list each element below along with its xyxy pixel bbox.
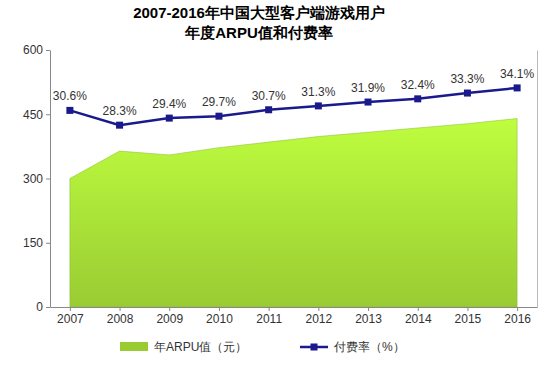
y-tick: 450 — [23, 108, 50, 122]
x-tick-label: 2015 — [455, 312, 482, 326]
y-tick-label: 150 — [23, 236, 43, 250]
y-axis: 0 150 300 450 600 — [23, 43, 51, 314]
marks — [66, 84, 520, 307]
y-tick-label: 300 — [23, 172, 43, 186]
marker — [514, 84, 521, 91]
x-tick: 2013 — [355, 307, 382, 326]
y-tick-label: 0 — [36, 300, 43, 314]
title-line: 年度ARPU值和付费率 — [184, 24, 333, 41]
x-tick-mark — [318, 307, 319, 311]
x-tick-mark — [368, 307, 369, 311]
y-axis-line — [50, 51, 51, 308]
data-label: 31.9% — [351, 81, 385, 95]
x-tick: 2010 — [206, 307, 233, 326]
marker — [215, 113, 222, 120]
data-label: 29.7% — [202, 95, 236, 109]
y2-axis — [537, 51, 538, 308]
x-tick: 2012 — [305, 307, 332, 326]
x-tick: 2015 — [455, 307, 482, 326]
x-tick-label: 2013 — [355, 312, 382, 326]
x-tick-label: 2009 — [156, 312, 183, 326]
y-tick-mark — [46, 179, 50, 180]
x-tick-label: 2010 — [206, 312, 233, 326]
legend-item: 付费率（%） — [300, 340, 405, 354]
marker — [66, 107, 73, 114]
x-tick-label: 2016 — [504, 312, 531, 326]
y-tick-mark — [46, 50, 50, 51]
x-tick: 2011 — [256, 307, 282, 326]
x-tick-mark — [467, 307, 468, 311]
area — [70, 119, 517, 307]
plot: 0 150 300 450 600 30.6% 28.3% 29.4% 29.7% 30.7% 31… — [23, 43, 538, 325]
x-tick-mark — [169, 307, 170, 311]
legend-item: 年ARPU值（元） — [120, 340, 247, 354]
data-label: 30.6% — [53, 89, 87, 103]
x-axis-line — [51, 307, 538, 308]
data-labels: 30.6% 28.3% 29.4% 29.7% 30.7% 31.3% 31.9% 32.4%… — [53, 67, 535, 118]
x-tick-label: 2012 — [305, 312, 332, 326]
y-tick: 150 — [23, 236, 50, 250]
data-label: 34.1% — [500, 67, 534, 81]
x-tick-mark — [219, 307, 220, 311]
x-tick-mark — [70, 307, 71, 311]
x-tick-mark — [517, 307, 518, 311]
marker — [265, 106, 272, 113]
y-tick: 600 — [23, 43, 50, 57]
marker — [365, 99, 372, 106]
x-tick-label: 2007 — [57, 312, 84, 326]
x-tick-mark — [418, 307, 419, 311]
title: 2007-2016年中国大型客户端游戏用户年度ARPU值和付费率 — [133, 4, 385, 41]
y-tick: 0 — [36, 300, 50, 314]
x-tick: 2009 — [156, 307, 183, 326]
x-axis: 2007 2008 2009 2010 2011 2012 2013 2014 2015 2016 — [51, 307, 538, 326]
data-label: 30.7% — [252, 89, 286, 103]
y-tick-label: 600 — [23, 43, 43, 57]
chart: 2007-2016年中国大型客户端游戏用户年度ARPU值和付费率 0 150 300 4… — [0, 0, 558, 366]
x-tick-label: 2011 — [256, 312, 282, 326]
data-label: 29.4% — [152, 97, 186, 111]
data-label: 32.4% — [401, 78, 435, 92]
x-tick: 2008 — [107, 307, 134, 326]
legend-swatch — [120, 342, 148, 351]
line — [70, 88, 517, 125]
legend-marker — [311, 344, 318, 351]
y2-axis-line — [537, 51, 538, 308]
marker — [116, 122, 123, 129]
x-tick: 2007 — [57, 307, 84, 326]
x-tick-label: 2014 — [405, 312, 432, 326]
legend: 年ARPU值（元） 付费率（%） — [120, 340, 405, 354]
marker — [166, 115, 173, 122]
x-tick: 2014 — [405, 307, 432, 326]
y-tick: 300 — [23, 172, 50, 186]
data-label: 33.3% — [450, 72, 484, 86]
data-label: 28.3% — [103, 104, 137, 118]
y-tick-mark — [46, 114, 50, 115]
x-tick-mark — [269, 307, 270, 311]
data-label: 31.3% — [301, 85, 335, 99]
y-tick-label: 450 — [23, 108, 43, 122]
marker — [464, 90, 471, 97]
marker — [315, 102, 322, 109]
legend-label: 年ARPU值（元） — [154, 340, 247, 354]
y-tick-mark — [46, 307, 50, 308]
x-tick-label: 2008 — [107, 312, 134, 326]
legend-label: 付费率（%） — [333, 340, 405, 354]
x-tick-mark — [120, 307, 121, 311]
title-line: 2007-2016年中国大型客户端游戏用户 — [133, 4, 385, 21]
y-tick-mark — [46, 243, 50, 244]
marker — [414, 95, 421, 102]
x-tick: 2016 — [504, 307, 531, 326]
